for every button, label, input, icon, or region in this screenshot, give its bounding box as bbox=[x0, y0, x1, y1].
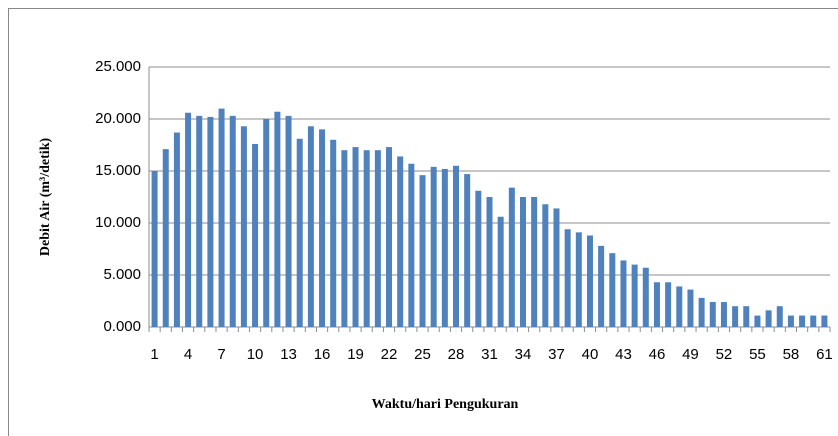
bar bbox=[542, 204, 549, 327]
bar bbox=[173, 132, 180, 327]
y-tick-label: 15.000 bbox=[95, 162, 141, 179]
bar bbox=[687, 289, 694, 327]
bar bbox=[497, 216, 504, 327]
x-tick-label: 7 bbox=[217, 346, 225, 363]
bar bbox=[386, 147, 393, 327]
x-tick-label: 25 bbox=[414, 346, 431, 363]
x-axis-title: Waktu/hari Pengukuran bbox=[372, 397, 519, 412]
x-tick-label: 55 bbox=[749, 346, 766, 363]
bar bbox=[352, 147, 359, 327]
bar bbox=[598, 245, 605, 327]
bar bbox=[464, 174, 471, 327]
x-tick-label: 1 bbox=[150, 346, 158, 363]
bar bbox=[419, 175, 426, 327]
bar bbox=[252, 143, 259, 327]
bar bbox=[821, 315, 828, 327]
bar bbox=[553, 208, 560, 327]
x-tick-label: 58 bbox=[783, 346, 800, 363]
bar bbox=[363, 150, 370, 327]
x-tick-label: 49 bbox=[682, 346, 699, 363]
bar bbox=[441, 168, 448, 327]
bar bbox=[162, 149, 169, 327]
bar bbox=[475, 190, 482, 327]
chart-border bbox=[8, 8, 838, 436]
bar bbox=[665, 282, 672, 327]
bar bbox=[609, 253, 616, 327]
bar bbox=[285, 115, 292, 327]
bar bbox=[564, 229, 571, 327]
bar bbox=[397, 156, 404, 327]
bar bbox=[799, 315, 806, 327]
x-tick-label: 28 bbox=[448, 346, 465, 363]
bar bbox=[207, 116, 214, 327]
bar bbox=[531, 197, 538, 327]
x-tick-label: 43 bbox=[615, 346, 632, 363]
bar bbox=[374, 150, 381, 327]
y-tick-label: 0.000 bbox=[103, 318, 141, 335]
bar bbox=[453, 165, 460, 327]
y-tick-label: 20.000 bbox=[95, 110, 141, 127]
bar bbox=[519, 197, 526, 327]
bar bbox=[508, 187, 515, 327]
bar bbox=[408, 163, 415, 327]
x-tick-label: 19 bbox=[347, 346, 364, 363]
x-tick-label: 61 bbox=[816, 346, 833, 363]
bar bbox=[229, 115, 236, 327]
bar bbox=[151, 171, 158, 327]
x-tick-label: 10 bbox=[247, 346, 264, 363]
bar bbox=[676, 286, 683, 327]
y-tick-label: 25.000 bbox=[95, 58, 141, 75]
bar bbox=[307, 126, 314, 327]
bar bbox=[754, 315, 761, 327]
bar bbox=[319, 129, 326, 327]
bar bbox=[185, 112, 192, 327]
bar bbox=[240, 126, 247, 327]
bar bbox=[274, 111, 281, 327]
bar bbox=[765, 310, 772, 327]
bar bbox=[263, 119, 270, 327]
x-tick-label: 34 bbox=[515, 346, 532, 363]
bar bbox=[620, 260, 627, 327]
y-tick-label: 5.000 bbox=[103, 266, 141, 283]
bar bbox=[776, 306, 783, 327]
x-tick-label: 4 bbox=[184, 346, 192, 363]
bar bbox=[341, 150, 348, 327]
bar bbox=[698, 297, 705, 327]
x-tick-label: 22 bbox=[381, 346, 398, 363]
bar bbox=[430, 166, 437, 327]
bar bbox=[631, 264, 638, 327]
bar bbox=[653, 282, 660, 327]
bar bbox=[720, 302, 727, 327]
bar bbox=[296, 138, 303, 327]
x-tick-label: 31 bbox=[481, 346, 498, 363]
x-tick-label: 52 bbox=[716, 346, 733, 363]
bar bbox=[586, 235, 593, 327]
bar bbox=[486, 197, 493, 327]
bar bbox=[330, 139, 337, 327]
bar bbox=[810, 315, 817, 327]
x-tick-label: 16 bbox=[314, 346, 331, 363]
bar bbox=[732, 306, 739, 327]
y-axis-title: Debit Air (m³/detik) bbox=[38, 138, 53, 257]
y-tick-label: 10.000 bbox=[95, 214, 141, 231]
x-tick-label: 37 bbox=[548, 346, 565, 363]
bar bbox=[642, 267, 649, 327]
x-tick-label: 46 bbox=[649, 346, 666, 363]
bar bbox=[575, 232, 582, 327]
bar bbox=[218, 108, 225, 327]
bar bbox=[196, 115, 203, 327]
x-tick-label: 40 bbox=[582, 346, 599, 363]
bar bbox=[787, 315, 794, 327]
x-tick-label: 13 bbox=[280, 346, 297, 363]
bar bbox=[743, 306, 750, 327]
bar bbox=[709, 302, 716, 327]
